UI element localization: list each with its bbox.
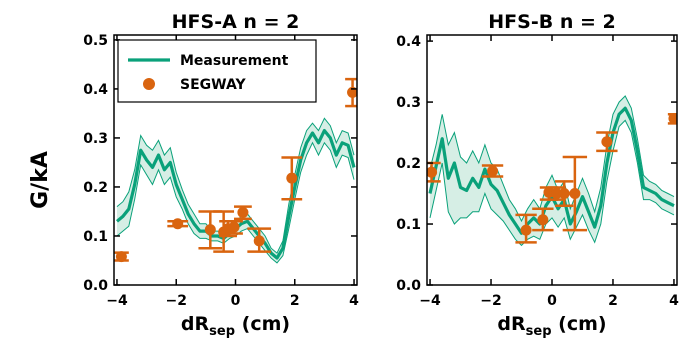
- x-tick-label: 4: [349, 293, 359, 309]
- measurement-band-lower: [429, 119, 675, 247]
- y-tick-label: 0.3: [83, 131, 108, 147]
- segway-point: [667, 113, 677, 125]
- x-tick-label: −4: [419, 293, 441, 309]
- segway-marker: [569, 188, 581, 200]
- x-tick-label: 4: [669, 293, 679, 309]
- x-tick-label: 0: [231, 293, 241, 309]
- segway-marker: [520, 224, 532, 236]
- legend: Measurement SEGWAY: [117, 39, 317, 103]
- measurement-band-upper: [429, 95, 675, 223]
- y-tick-label: 0.5: [83, 33, 108, 49]
- segway-point: [234, 205, 252, 221]
- x-axis-label-subscript: sep: [209, 324, 235, 338]
- chart-panel-hfs-a: −4 −2 0 2 4 0.0 0.1 0.2 0.3 0.4 0.5 HFS-A n = 2 dRse…: [83, 11, 359, 338]
- segway-point: [547, 186, 566, 201]
- segway-marker: [427, 166, 438, 178]
- segway-point: [555, 180, 574, 207]
- segway-point: [281, 156, 303, 201]
- chart-title: HFS-B n = 2: [488, 11, 615, 33]
- x-tick-label: −2: [165, 293, 186, 309]
- chart-title: HFS-A n = 2: [172, 11, 300, 33]
- segway-marker: [253, 235, 265, 247]
- y-tick-label: 0.2: [396, 156, 421, 172]
- x-tick-label: 2: [608, 293, 618, 309]
- segway-point: [532, 207, 554, 232]
- segway-marker: [487, 165, 499, 177]
- segway-point: [225, 220, 243, 235]
- segway-marker: [115, 251, 127, 263]
- legend-measurement-label: Measurement: [180, 53, 289, 69]
- x-axis-label: dRsep (cm): [497, 313, 606, 338]
- y-tick-label: 0.2: [83, 180, 108, 196]
- x-axis-label-unit: (cm): [235, 313, 290, 335]
- x-axis-label-unit: (cm): [552, 313, 607, 335]
- x-axis-label-main: dR: [181, 313, 210, 335]
- segway-point: [167, 218, 189, 230]
- segway-marker: [601, 136, 613, 148]
- y-tick-label: 0.4: [396, 34, 421, 50]
- segway-point: [481, 164, 504, 178]
- legend-segway-swatch: [143, 78, 155, 90]
- segway-marker: [228, 221, 240, 233]
- segway-marker: [668, 113, 677, 125]
- x-tick-label: −4: [106, 293, 128, 309]
- x-tick-label: 0: [547, 293, 557, 309]
- x-axis-label-main: dR: [497, 313, 526, 335]
- x-axis-label: dRsep (cm): [181, 313, 290, 338]
- segway-point: [247, 227, 272, 253]
- y-tick-label: 0.3: [396, 95, 421, 111]
- segway-marker: [237, 206, 249, 218]
- y-axis-label: G/kA: [28, 151, 53, 209]
- plot-area: [427, 95, 677, 247]
- y-tick-label: 0.1: [83, 229, 108, 245]
- segway-marker: [172, 218, 184, 230]
- segway-point: [562, 155, 588, 232]
- y-tick-label: 0.0: [396, 278, 421, 294]
- x-tick-label: 2: [290, 293, 300, 309]
- segway-marker: [558, 188, 570, 200]
- y-tick-label: 0.0: [83, 278, 108, 294]
- legend-box: [117, 39, 317, 103]
- segway-point: [198, 210, 223, 250]
- x-axis-label-subscript: sep: [526, 324, 552, 338]
- segway-point: [596, 131, 618, 153]
- segway-marker: [551, 188, 563, 200]
- segway-point: [515, 213, 537, 244]
- plot-area: [114, 77, 357, 264]
- x-tick-label: −2: [480, 293, 501, 309]
- segway-marker: [537, 214, 549, 226]
- chart-panel-hfs-b: −4 −2 0 2 4 0.0 0.1 0.2 0.3 0.4 HFS-B n = 2 dRsep (…: [396, 11, 679, 338]
- segway-marker: [204, 224, 216, 236]
- segway-marker: [286, 172, 298, 184]
- legend-segway-label: SEGWAY: [180, 77, 246, 93]
- measurement-band: [430, 96, 674, 246]
- segway-point: [114, 251, 129, 263]
- y-tick-label: 0.4: [83, 82, 108, 98]
- y-tick-label: 0.1: [396, 217, 421, 233]
